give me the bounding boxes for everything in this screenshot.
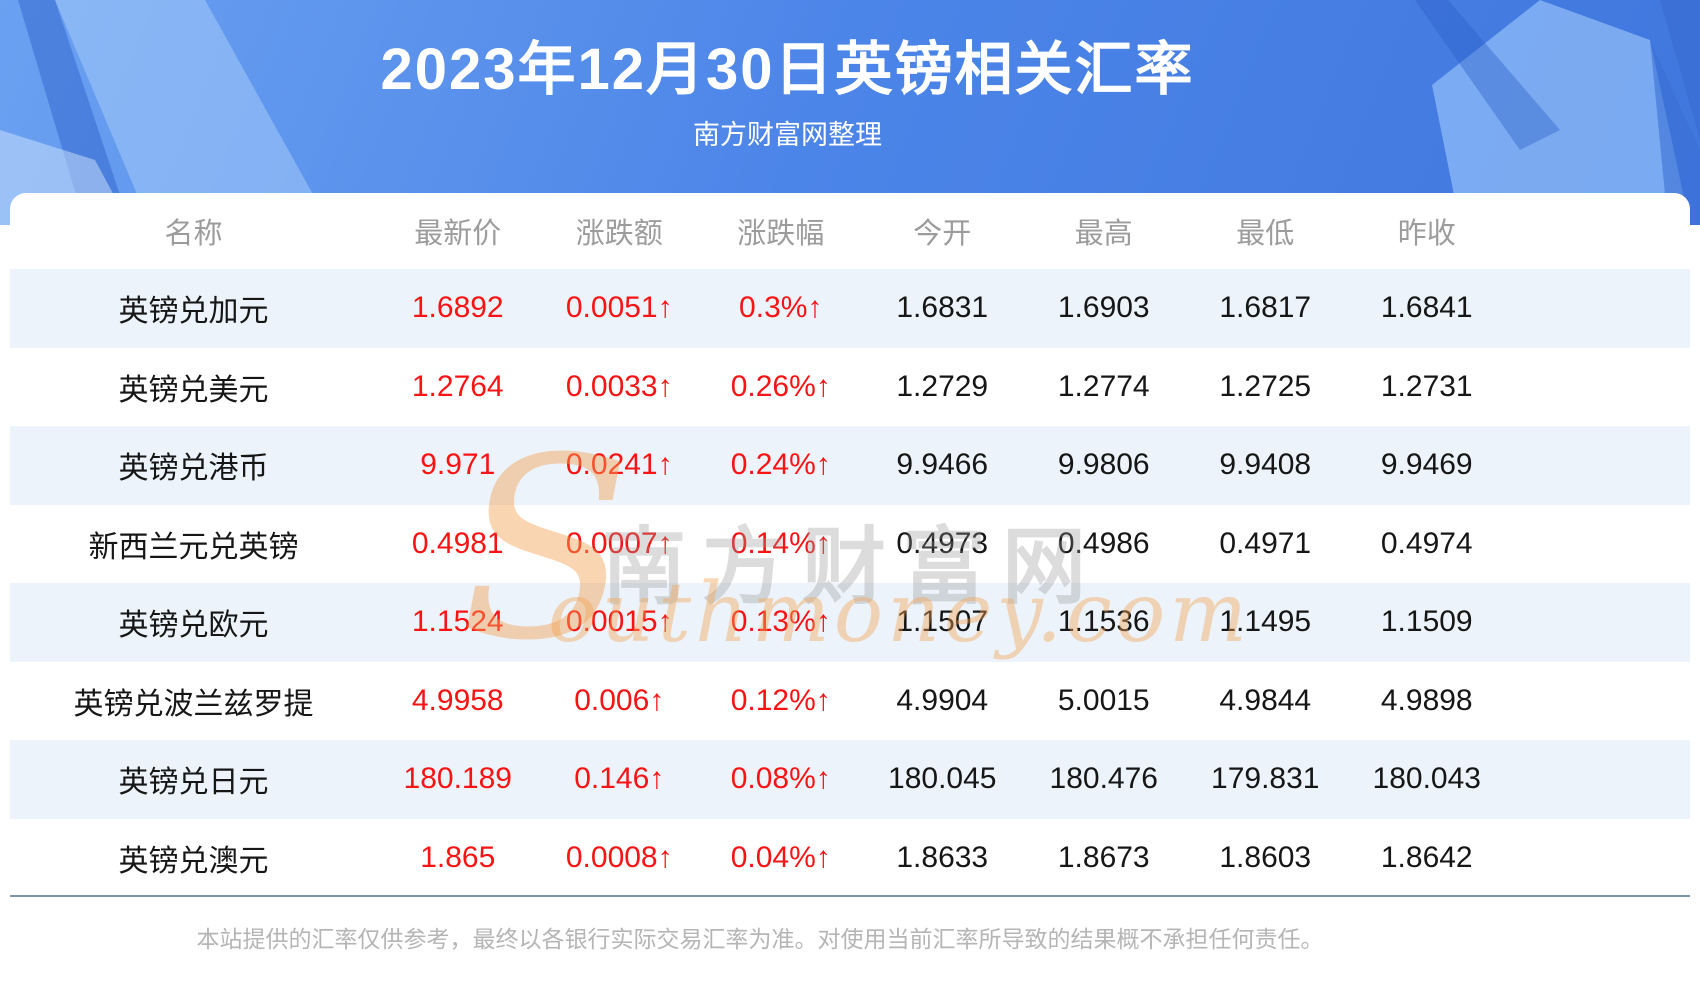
table-body: 英镑兑加元 1.6892 0.0051↑ 0.3%↑ 1.6831 1.6903 1.681… [10,269,1690,897]
cell-open: 9.9466 [896,448,989,482]
rate-row-1: 英镑兑加元 1.6892 0.0051↑ 0.3%↑ 1.6831 1.6903 1.681… [10,269,1690,348]
cell-change_pct: 0.13%↑ [730,605,831,639]
cell-name: 英镑兑美元 [118,373,269,407]
column-header-5: 最高 [1074,218,1133,250]
cell-latest: 9.971 [420,448,496,482]
column-header-0: 名称 [164,218,223,250]
cell-change: 0.0015↑ [565,605,673,639]
cell-low: 1.2725 [1219,369,1312,403]
cell-low: 0.4971 [1219,526,1312,560]
cell-change_pct: 0.04%↑ [730,840,831,874]
rate-row-7: 英镑兑日元 180.189 0.146↑ 0.08%↑ 180.045 180.476 17… [10,740,1690,819]
cell-prev_close: 180.043 [1372,762,1481,796]
cell-high: 9.9806 [1057,448,1150,482]
cell-open: 1.1507 [896,605,989,639]
cell-open: 1.6831 [896,291,989,325]
cell-name: 英镑兑澳元 [118,844,269,878]
cell-low: 4.9844 [1219,683,1312,717]
cell-change_pct: 0.3%↑ [739,291,823,325]
rate-row-5: 英镑兑欧元 1.1524 0.0015↑ 0.13%↑ 1.1507 1.1536 1.14… [10,583,1690,662]
cell-open: 180.045 [888,762,997,796]
cell-change: 0.0051↑ [565,291,673,325]
cell-change: 0.0008↑ [565,840,673,874]
rates-card: 名称 最新价 涨跌额 涨跌幅 今开 最高 最低 昨收 英镑兑加元 1.6892 0.0051↑ 0.… [10,193,1690,897]
rate-row-6: 英镑兑波兰兹罗提 4.9958 0.006↑ 0.12%↑ 4.9904 5.0015 4.… [10,662,1690,741]
cell-open: 0.4973 [896,526,989,560]
cell-change_pct: 0.12%↑ [730,683,831,717]
cell-prev_close: 1.8642 [1380,840,1473,874]
cell-low: 179.831 [1211,762,1320,796]
cell-prev_close: 9.9469 [1380,448,1473,482]
cell-open: 4.9904 [896,683,989,717]
cell-low: 1.6817 [1219,291,1312,325]
hero-decor-shapes [0,0,1700,225]
footer-disclaimer: 本站提供的汇率仅供参考，最终以各银行实际交易汇率为准。对使用当前汇率所导致的结果… [196,926,1324,952]
cell-change_pct: 0.14%↑ [730,526,831,560]
cell-change: 0.006↑ [574,683,665,717]
cell-change_pct: 0.08%↑ [730,762,831,796]
column-header-7: 昨收 [1397,218,1456,250]
cell-name: 新西兰元兑英镑 [88,530,299,564]
cell-latest: 1.865 [420,840,496,874]
cell-high: 1.2774 [1057,369,1150,403]
column-header-3: 涨跌幅 [737,218,825,250]
column-header-4: 今开 [913,218,972,250]
cell-high: 5.0015 [1057,683,1150,717]
cell-latest: 4.9958 [411,683,504,717]
cell-latest: 1.1524 [411,605,504,639]
column-header-1: 最新价 [414,218,502,250]
column-header-2: 涨跌额 [575,218,663,250]
cell-name: 英镑兑港币 [118,452,269,486]
rate-row-4: 新西兰元兑英镑 0.4981 0.0007↑ 0.14%↑ 0.4973 0.4986 0.… [10,505,1690,584]
cell-name: 英镑兑加元 [118,295,269,329]
page-title: 2023年12月30日英镑相关汇率 [380,37,1195,102]
cell-low: 1.8603 [1219,840,1312,874]
cell-prev_close: 1.6841 [1380,291,1473,325]
hero-banner: 2023年12月30日英镑相关汇率 南方财富网整理 [0,0,1700,225]
cell-high: 180.476 [1049,762,1158,796]
cell-high: 0.4986 [1057,526,1150,560]
cell-latest: 1.2764 [411,369,504,403]
cell-name: 英镑兑欧元 [118,609,269,643]
cell-prev_close: 1.2731 [1380,369,1473,403]
cell-change: 0.0033↑ [565,369,673,403]
cell-latest: 1.6892 [411,291,504,325]
cell-change_pct: 0.24%↑ [730,448,831,482]
page-subtitle: 南方财富网整理 [693,120,882,150]
cell-high: 1.1536 [1057,605,1150,639]
cell-name: 英镑兑日元 [118,766,269,800]
cell-prev_close: 4.9898 [1380,683,1473,717]
cell-high: 1.6903 [1057,291,1150,325]
cell-latest: 0.4981 [411,526,504,560]
rate-row-8: 英镑兑澳元 1.865 0.0008↑ 0.04%↑ 1.8633 1.8673 1.860… [10,819,1690,898]
cell-high: 1.8673 [1057,840,1150,874]
cell-change: 0.0007↑ [565,526,673,560]
cell-open: 1.8633 [896,840,989,874]
cell-prev_close: 0.4974 [1380,526,1473,560]
cell-low: 9.9408 [1219,448,1312,482]
cell-change: 0.146↑ [574,762,665,796]
cell-name: 英镑兑波兰兹罗提 [73,687,314,721]
cell-open: 1.2729 [896,369,989,403]
cell-prev_close: 1.1509 [1380,605,1473,639]
cell-low: 1.1495 [1219,605,1312,639]
table-bottom-divider [10,895,1690,897]
rate-row-3: 英镑兑港币 9.971 0.0241↑ 0.24%↑ 9.9466 9.9806 9.940… [10,426,1690,505]
rate-row-2: 英镑兑美元 1.2764 0.0033↑ 0.26%↑ 1.2729 1.2774 1.27… [10,348,1690,427]
cell-latest: 180.189 [403,762,512,796]
column-header-6: 最低 [1236,218,1295,250]
table-header-row: 名称 最新价 涨跌额 涨跌幅 今开 最高 最低 昨收 [10,193,1690,269]
cell-change_pct: 0.26%↑ [730,369,831,403]
cell-change: 0.0241↑ [565,448,673,482]
